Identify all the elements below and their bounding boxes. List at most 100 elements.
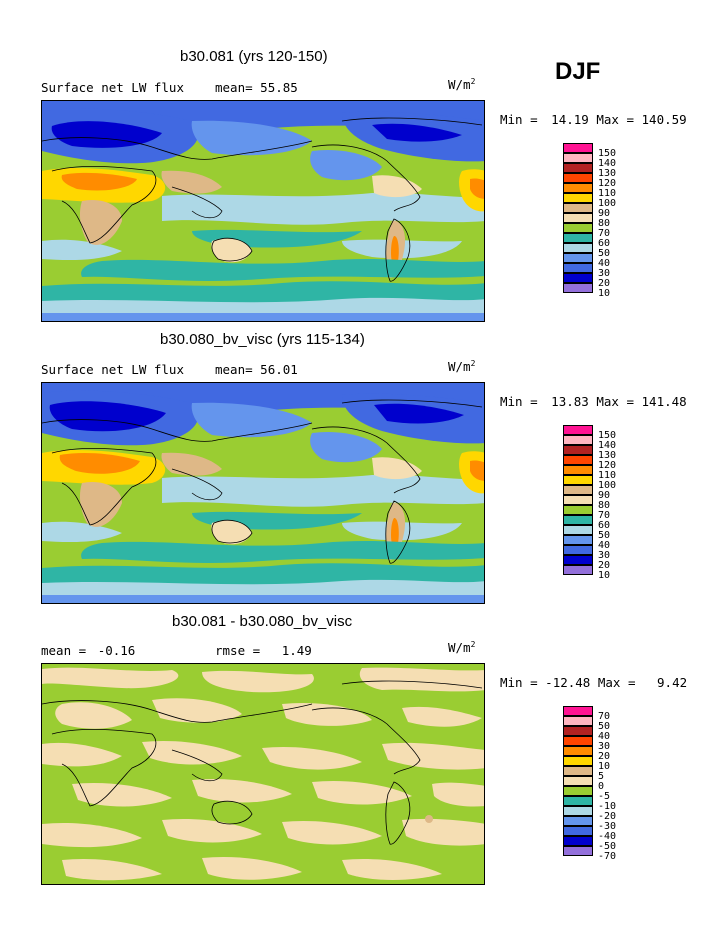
- season-label: DJF: [555, 58, 601, 85]
- panel-1-colorbar-label: 20: [598, 278, 611, 289]
- panel-2-colorbar-label: 20: [598, 560, 611, 571]
- panel-2-colorbar-label: 60: [598, 520, 611, 531]
- panel-2-colorbar-label: 10: [598, 570, 611, 581]
- panel-3-colorbar-swatch: [563, 786, 593, 796]
- panel-1-colorbar-label: 10: [598, 288, 611, 299]
- panel-2-colorbar-swatch: [563, 545, 593, 555]
- panel-1-mean-value: 55.85: [260, 80, 298, 95]
- panel-1-variable: Surface net LW flux: [41, 80, 184, 95]
- panel-1-colorbar-label: 80: [598, 218, 611, 229]
- panel-3-colorbar-swatch: [563, 746, 593, 756]
- panel-1-min-value: 14.19: [551, 112, 589, 127]
- panel-2-title: b30.080_bv_visc (yrs 115-134): [160, 331, 365, 348]
- panel-1-colorbar-label: 60: [598, 238, 611, 249]
- panel-3-rmse-value: 1.49: [281, 643, 312, 658]
- panel-2-mean-value: 56.01: [260, 362, 298, 377]
- panel-3-max-value: 9.42: [657, 675, 688, 690]
- panel-3-colorbar-swatch: [563, 836, 593, 846]
- panel-3-colorbar-swatch: [563, 826, 593, 836]
- panel-3-colorbar-swatch: [563, 776, 593, 786]
- panel-2-colorbar-swatch: [563, 525, 593, 535]
- panel-3-rmse-label: rmse =: [215, 643, 261, 658]
- panel-1-max-value: 140.59: [641, 112, 687, 127]
- panel-3-title: b30.081 - b30.080_bv_visc: [172, 613, 353, 630]
- panel-1-colorbar-swatch: [563, 163, 593, 173]
- panel-3-units: W/m2: [448, 640, 475, 655]
- panel-3-colorbar-label: -20: [598, 811, 617, 822]
- panel-1-colorbar-swatch: [563, 253, 593, 263]
- panel-3-colorbar-label: -40: [598, 831, 617, 842]
- panel-3-colorbar-swatch: [563, 846, 593, 856]
- panel-1-colorbar-label: 110: [598, 188, 617, 199]
- panel-2-colorbar-label: 50: [598, 530, 611, 541]
- panel-1-map: [41, 100, 485, 322]
- panel-3-colorbar-label: -50: [598, 841, 617, 852]
- panel-3-colorbar-label: 40: [598, 731, 611, 742]
- panel-1-colorbar-swatch: [563, 243, 593, 253]
- panel-3-colorbar-label: -70: [598, 851, 617, 862]
- panel-1-colorbar-label: 140: [598, 158, 617, 169]
- panel-1-colorbar-label: 50: [598, 248, 611, 259]
- panel-3-colorbar-label: -10: [598, 801, 617, 812]
- panel-2-colorbar-label: 90: [598, 490, 611, 501]
- panel-2-colorbar-label: 70: [598, 510, 611, 521]
- units-text: W/m: [448, 77, 471, 93]
- panel-1-colorbar-swatch: [563, 153, 593, 163]
- panel-2-colorbar-swatch: [563, 445, 593, 455]
- panel-2-colorbar-swatch: [563, 455, 593, 465]
- panel-3-mean-value: -0.16: [97, 643, 136, 658]
- panel-2-colorbar-label: 110: [598, 470, 617, 481]
- panel-2-colorbar-swatch: [563, 425, 593, 435]
- panel-1-mean-label: mean=: [215, 80, 253, 95]
- panel-2-colorbar-swatch: [563, 475, 593, 485]
- panel-2-colorbar-swatch: [563, 505, 593, 515]
- panel-3-colorbar-label: -30: [598, 821, 617, 832]
- panel-3-colorbar-swatch: [563, 716, 593, 726]
- units-exponent: 2: [470, 77, 476, 86]
- panel-2-colorbar-label: 130: [598, 450, 617, 461]
- panel-1-min-label: Min =: [500, 112, 538, 127]
- panel-2-colorbar-label: 150: [598, 430, 617, 441]
- panel-3-min-value: -12.48: [545, 675, 591, 690]
- panel-1-colorbar-swatch: [563, 173, 593, 183]
- panel-1-colorbar-swatch: [563, 263, 593, 273]
- panel-1-colorbar-label: 30: [598, 268, 611, 279]
- panel-3-colorbar-label: 0: [598, 781, 605, 792]
- panel-3-colorbar-swatch: [563, 756, 593, 766]
- panel-3-colorbar-label: 30: [598, 741, 611, 752]
- panel-1-colorbar-swatch: [563, 283, 593, 293]
- panel-1-colorbar-swatch: [563, 233, 593, 243]
- panel-1-colorbar-swatch: [563, 183, 593, 193]
- panel-1-colorbar-swatch: [563, 213, 593, 223]
- units-exponent: 2: [470, 640, 476, 649]
- panel-2-colorbar-swatch: [563, 465, 593, 475]
- panel-2-colorbar-label: 120: [598, 460, 617, 471]
- panel-2-mean-label: mean=: [215, 362, 253, 377]
- panel-3-max-label: Max =: [597, 675, 636, 690]
- panel-3-colorbar-swatch: [563, 706, 593, 716]
- panel-1-colorbar-swatch: [563, 223, 593, 233]
- panel-3-mean-label: mean =: [41, 643, 87, 658]
- panel-3-minmax: Min = -12.48 Max = 9.42: [500, 675, 687, 690]
- panel-3-colorbar-label: -5: [598, 791, 611, 802]
- panel-1-colorbar-label: 150: [598, 148, 617, 159]
- panel-2-units: W/m2: [448, 359, 475, 374]
- panel-2-map: [41, 382, 485, 604]
- panel-2-colorbar-label: 80: [598, 500, 611, 511]
- panel-1-colorbar-label: 40: [598, 258, 611, 269]
- panel-2-colorbar-label: 140: [598, 440, 617, 451]
- panel-3-mean: mean = -0.16: [41, 643, 135, 658]
- panel-2-colorbar-label: 30: [598, 550, 611, 561]
- panel-1-max-label: Max =: [596, 112, 634, 127]
- panel-3-rmse: rmse = 1.49: [215, 643, 312, 658]
- panel-1-colorbar-swatch: [563, 143, 593, 153]
- panel-1-colorbar-label: 100: [598, 198, 617, 209]
- panel-1-title: b30.081 (yrs 120-150): [180, 48, 328, 65]
- panel-3-colorbar-swatch: [563, 796, 593, 806]
- panel-3-colorbar-swatch: [563, 736, 593, 746]
- panel-1-colorbar-label: 90: [598, 208, 611, 219]
- panel-2-colorbar-swatch: [563, 435, 593, 445]
- panel-2-colorbar-swatch: [563, 495, 593, 505]
- panel-2-colorbar-swatch: [563, 485, 593, 495]
- panel-1-colorbar-swatch: [563, 203, 593, 213]
